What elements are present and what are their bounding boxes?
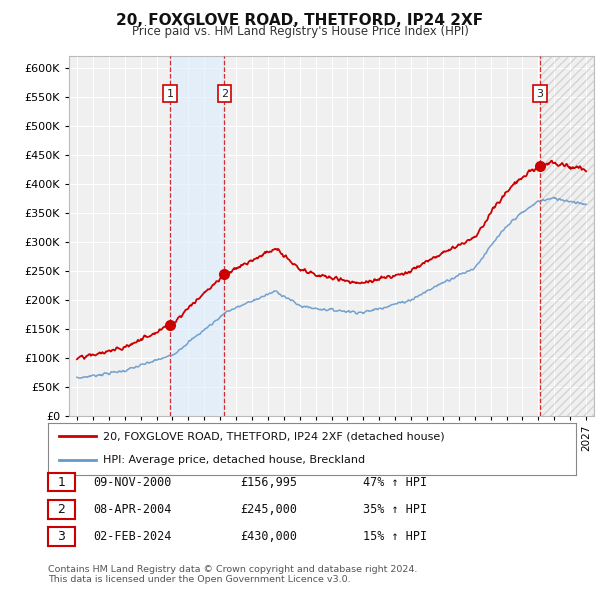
Text: 02-FEB-2024: 02-FEB-2024 xyxy=(93,530,172,543)
Text: Price paid vs. HM Land Registry's House Price Index (HPI): Price paid vs. HM Land Registry's House … xyxy=(131,25,469,38)
Text: £245,000: £245,000 xyxy=(240,503,297,516)
Bar xyxy=(540,56,594,416)
Bar xyxy=(540,56,594,416)
Text: 3: 3 xyxy=(536,88,543,99)
Text: £156,995: £156,995 xyxy=(240,476,297,489)
Text: 47% ↑ HPI: 47% ↑ HPI xyxy=(363,476,427,489)
Text: 3: 3 xyxy=(58,530,65,543)
Text: Contains HM Land Registry data © Crown copyright and database right 2024.
This d: Contains HM Land Registry data © Crown c… xyxy=(48,565,418,584)
Bar xyxy=(170,56,224,416)
Text: £430,000: £430,000 xyxy=(240,530,297,543)
Text: 1: 1 xyxy=(167,88,173,99)
Text: 2: 2 xyxy=(58,503,65,516)
Text: 2: 2 xyxy=(221,88,228,99)
Text: HPI: Average price, detached house, Breckland: HPI: Average price, detached house, Brec… xyxy=(103,455,365,466)
Text: 20, FOXGLOVE ROAD, THETFORD, IP24 2XF (detached house): 20, FOXGLOVE ROAD, THETFORD, IP24 2XF (d… xyxy=(103,431,445,441)
Text: 20, FOXGLOVE ROAD, THETFORD, IP24 2XF: 20, FOXGLOVE ROAD, THETFORD, IP24 2XF xyxy=(116,13,484,28)
Text: 08-APR-2004: 08-APR-2004 xyxy=(93,503,172,516)
Text: 35% ↑ HPI: 35% ↑ HPI xyxy=(363,503,427,516)
Text: 09-NOV-2000: 09-NOV-2000 xyxy=(93,476,172,489)
Text: 1: 1 xyxy=(58,476,65,489)
Text: 15% ↑ HPI: 15% ↑ HPI xyxy=(363,530,427,543)
